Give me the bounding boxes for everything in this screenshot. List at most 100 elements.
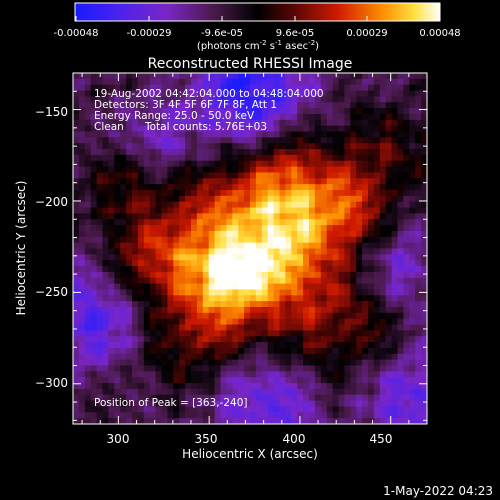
- image-pixel: [220, 73, 227, 80]
- image-pixel: [84, 178, 92, 185]
- image-pixel: [208, 283, 216, 291]
- image-pixel: [78, 312, 86, 320]
- image-pixel: [356, 301, 363, 308]
- image-pixel: [126, 230, 133, 238]
- image-pixel: [114, 266, 121, 273]
- image-pixel: [409, 330, 416, 337]
- image-pixel: [285, 248, 292, 255]
- image-pixel: [155, 406, 163, 413]
- image-pixel: [214, 271, 222, 279]
- image-pixel: [273, 190, 281, 197]
- image-pixel: [73, 190, 80, 197]
- image-pixel: [126, 119, 133, 127]
- image-pixel: [368, 178, 375, 185]
- image-pixel: [220, 184, 227, 191]
- image-pixel: [196, 125, 204, 133]
- image-pixel: [285, 283, 292, 291]
- image-pixel: [320, 84, 328, 92]
- image-pixel: [379, 412, 387, 419]
- image-pixel: [244, 160, 251, 168]
- image-pixel: [356, 154, 363, 162]
- image-pixel: [344, 266, 351, 273]
- image-pixel: [320, 388, 328, 396]
- image-pixel: [267, 406, 275, 413]
- image-pixel: [78, 125, 86, 133]
- image-pixel: [309, 131, 316, 138]
- image-pixel: [96, 108, 104, 115]
- image-pixel: [344, 73, 351, 80]
- image-pixel: [137, 377, 145, 384]
- image-pixel: [379, 102, 387, 109]
- image-pixel: [173, 289, 180, 296]
- image-pixel: [244, 400, 251, 408]
- image-pixel: [167, 78, 174, 86]
- image-pixel: [108, 230, 115, 238]
- image-pixel: [137, 347, 145, 355]
- image-pixel: [96, 219, 104, 226]
- image-pixel: [167, 84, 174, 92]
- image-pixel: [285, 254, 292, 261]
- image-pixel: [137, 283, 145, 291]
- image-pixel: [320, 242, 328, 250]
- image-pixel: [385, 394, 393, 402]
- image-pixel: [356, 412, 363, 419]
- image-pixel: [96, 248, 104, 255]
- image-pixel: [391, 330, 399, 337]
- image-pixel: [143, 96, 151, 103]
- image-pixel: [78, 119, 86, 127]
- image-pixel: [344, 102, 351, 109]
- image-pixel: [244, 289, 251, 296]
- image-pixel: [202, 78, 210, 86]
- image-pixel: [132, 125, 139, 133]
- image-pixel: [303, 271, 310, 279]
- image-pixel: [332, 195, 340, 203]
- image-pixel: [191, 190, 198, 197]
- image-pixel: [409, 342, 416, 349]
- image-pixel: [391, 190, 399, 197]
- image-pixel: [373, 301, 381, 308]
- image-pixel: [409, 84, 416, 92]
- axis-ticks: [73, 72, 427, 424]
- image-pixel: [167, 90, 174, 97]
- image-pixel: [261, 201, 269, 209]
- image-pixel: [368, 412, 375, 419]
- image-pixel: [84, 260, 92, 267]
- image-pixel: [226, 195, 233, 203]
- image-pixel: [403, 78, 410, 86]
- image-pixel: [385, 312, 393, 320]
- image-pixel: [196, 248, 204, 255]
- image-pixel: [273, 254, 281, 261]
- image-pixel: [238, 102, 245, 109]
- image-pixel: [279, 96, 286, 103]
- image-pixel: [273, 289, 281, 296]
- image-pixel: [202, 195, 210, 203]
- image-pixel: [108, 172, 115, 179]
- image-pixel: [403, 283, 410, 291]
- image-pixel: [255, 365, 263, 372]
- image-pixel: [96, 213, 104, 220]
- image-pixel: [261, 195, 269, 203]
- image-pixel: [379, 125, 387, 133]
- image-pixel: [179, 336, 186, 343]
- image-pixel: [409, 400, 416, 408]
- image-pixel: [291, 113, 298, 121]
- image-pixel: [297, 190, 304, 197]
- image-pixel: [191, 260, 198, 267]
- image-pixel: [196, 359, 204, 367]
- image-pixel: [84, 400, 92, 408]
- image-pixel: [126, 90, 133, 97]
- image-pixel: [267, 260, 275, 267]
- image-pixel: [84, 271, 92, 279]
- image-pixel: [403, 359, 410, 367]
- image-pixel: [208, 154, 216, 162]
- image-pixel: [73, 301, 80, 308]
- image-pixel: [202, 359, 210, 367]
- image-pixel: [332, 383, 340, 390]
- image-pixel: [155, 154, 163, 162]
- image-pixel: [244, 388, 251, 396]
- image-pixel: [397, 312, 404, 320]
- image-pixel: [303, 242, 310, 250]
- image-pixel: [350, 383, 357, 390]
- image-pixel: [149, 301, 157, 308]
- image-pixel: [350, 301, 357, 308]
